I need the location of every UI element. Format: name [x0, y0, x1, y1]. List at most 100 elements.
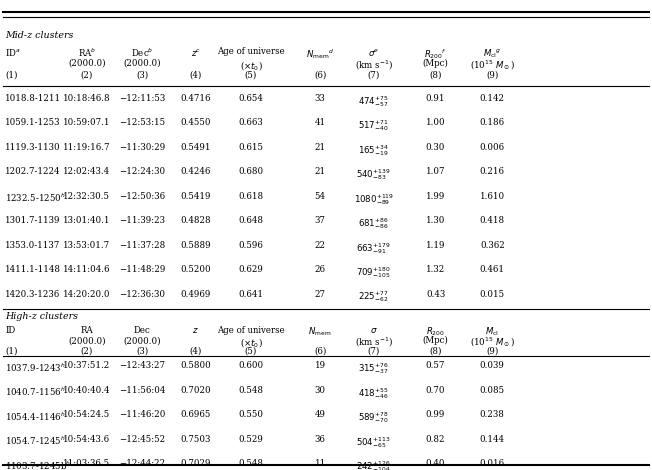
Text: 0.7020: 0.7020: [181, 386, 211, 395]
Text: −11:39:23: −11:39:23: [119, 216, 165, 225]
Text: (5): (5): [245, 346, 257, 355]
Text: 12:02:43.4: 12:02:43.4: [63, 167, 110, 176]
Text: 0.40: 0.40: [426, 459, 445, 468]
Text: 0.600: 0.600: [239, 361, 263, 370]
Text: 0.016: 0.016: [480, 459, 505, 468]
Text: (4): (4): [190, 70, 201, 79]
Text: 10:40:40.4: 10:40:40.4: [63, 386, 110, 395]
Text: 1119.3-1130: 1119.3-1130: [5, 143, 61, 152]
Text: 1054.4-1146$^h$: 1054.4-1146$^h$: [5, 410, 66, 423]
Text: −11:46:20: −11:46:20: [119, 410, 166, 419]
Text: 1.99: 1.99: [426, 192, 445, 201]
Text: 1103.7-1245b$^h$: 1103.7-1245b$^h$: [5, 459, 71, 470]
Text: (2000.0): (2000.0): [123, 59, 161, 68]
Text: Mid-z clusters: Mid-z clusters: [5, 31, 74, 39]
Text: ID: ID: [5, 326, 16, 335]
Text: (1): (1): [5, 346, 18, 355]
Text: 0.5491: 0.5491: [181, 143, 211, 152]
Text: −12:45:52: −12:45:52: [119, 435, 165, 444]
Text: (3): (3): [136, 70, 148, 79]
Text: 0.4969: 0.4969: [181, 290, 211, 298]
Text: 1411.1-1148: 1411.1-1148: [5, 265, 61, 274]
Text: 37: 37: [315, 216, 325, 225]
Text: $R_{200}$: $R_{200}$: [426, 326, 445, 338]
Text: 36: 36: [315, 435, 325, 444]
Text: 0.91: 0.91: [426, 94, 445, 103]
Text: (2): (2): [81, 70, 93, 79]
Text: 0.418: 0.418: [480, 216, 505, 225]
Text: $\sigma^e$: $\sigma^e$: [368, 47, 379, 58]
Text: 14:20:20.0: 14:20:20.0: [63, 290, 110, 298]
Text: 22: 22: [315, 241, 325, 250]
Text: 0.654: 0.654: [239, 94, 263, 103]
Text: −11:37:28: −11:37:28: [119, 241, 165, 250]
Text: $N_{\rm mem}$$^d$: $N_{\rm mem}$$^d$: [306, 47, 334, 61]
Text: (6): (6): [314, 346, 326, 355]
Text: 1059.1-1253: 1059.1-1253: [5, 118, 61, 127]
Text: −11:48:29: −11:48:29: [119, 265, 166, 274]
Text: 10:37:51.2: 10:37:51.2: [63, 361, 110, 370]
Text: (7): (7): [368, 346, 379, 355]
Text: $504^{+113}_{-65}$: $504^{+113}_{-65}$: [356, 435, 391, 450]
Text: 49: 49: [315, 410, 325, 419]
Text: High-z clusters: High-z clusters: [5, 312, 78, 321]
Text: $540^{+139}_{-83}$: $540^{+139}_{-83}$: [356, 167, 391, 182]
Text: 14:11:04.6: 14:11:04.6: [63, 265, 110, 274]
Text: (7): (7): [368, 70, 379, 79]
Text: (2): (2): [81, 346, 93, 355]
Text: −12:36:30: −12:36:30: [119, 290, 165, 298]
Text: 0.548: 0.548: [239, 459, 263, 468]
Text: 0.43: 0.43: [426, 290, 445, 298]
Text: 1018.8-1211: 1018.8-1211: [5, 94, 61, 103]
Text: 11:03:36.5: 11:03:36.5: [63, 459, 110, 468]
Text: −12:43:27: −12:43:27: [119, 361, 165, 370]
Text: 0.4550: 0.4550: [181, 118, 211, 127]
Text: −11:30:29: −11:30:29: [119, 143, 165, 152]
Text: $663^{+179}_{-91}$: $663^{+179}_{-91}$: [356, 241, 391, 256]
Text: 0.548: 0.548: [239, 386, 263, 395]
Text: $z$: $z$: [192, 326, 199, 335]
Text: 0.5800: 0.5800: [180, 361, 211, 370]
Text: (10$^{15}$ $M_\odot$): (10$^{15}$ $M_\odot$): [470, 336, 514, 350]
Text: 0.4716: 0.4716: [181, 94, 211, 103]
Text: (10$^{15}$ $M_\odot$): (10$^{15}$ $M_\odot$): [470, 59, 514, 72]
Text: 1420.3-1236: 1420.3-1236: [5, 290, 61, 298]
Text: 0.680: 0.680: [239, 167, 263, 176]
Text: (2000.0): (2000.0): [123, 336, 161, 345]
Text: (2000.0): (2000.0): [68, 336, 106, 345]
Text: 30: 30: [315, 386, 325, 395]
Text: 0.615: 0.615: [239, 143, 263, 152]
Text: 0.70: 0.70: [426, 386, 445, 395]
Text: 1054.7-1245$^h$: 1054.7-1245$^h$: [5, 435, 66, 447]
Text: 0.641: 0.641: [239, 290, 263, 298]
Text: (8): (8): [429, 346, 442, 355]
Text: ($\times t_0$): ($\times t_0$): [239, 336, 263, 349]
Text: 33: 33: [315, 94, 325, 103]
Text: 0.039: 0.039: [480, 361, 505, 370]
Text: (km s$^{-1}$): (km s$^{-1}$): [355, 336, 393, 349]
Text: 0.663: 0.663: [239, 118, 263, 127]
Text: 0.6965: 0.6965: [181, 410, 211, 419]
Text: $242^{+126}_{-104}$: $242^{+126}_{-104}$: [356, 459, 391, 470]
Text: 11: 11: [314, 459, 326, 468]
Text: 10:59:07.1: 10:59:07.1: [63, 118, 110, 127]
Text: $709^{+180}_{-105}$: $709^{+180}_{-105}$: [356, 265, 391, 280]
Text: $418^{+55}_{-46}$: $418^{+55}_{-46}$: [358, 386, 389, 401]
Text: 0.4246: 0.4246: [181, 167, 211, 176]
Text: $589^{+78}_{-70}$: $589^{+78}_{-70}$: [358, 410, 389, 425]
Text: 0.99: 0.99: [426, 410, 445, 419]
Text: (1): (1): [5, 70, 18, 79]
Text: 0.362: 0.362: [480, 241, 505, 250]
Text: $474^{+75}_{-57}$: $474^{+75}_{-57}$: [358, 94, 389, 109]
Text: 1.19: 1.19: [426, 241, 445, 250]
Text: Dec: Dec: [134, 326, 151, 335]
Text: (3): (3): [136, 346, 148, 355]
Text: RA: RA: [80, 326, 93, 335]
Text: −12:24:30: −12:24:30: [119, 167, 165, 176]
Text: 26: 26: [315, 265, 325, 274]
Text: 1.00: 1.00: [426, 118, 445, 127]
Text: 0.5419: 0.5419: [181, 192, 211, 201]
Text: 0.648: 0.648: [239, 216, 263, 225]
Text: 1301.7-1139: 1301.7-1139: [5, 216, 61, 225]
Text: 0.629: 0.629: [239, 265, 263, 274]
